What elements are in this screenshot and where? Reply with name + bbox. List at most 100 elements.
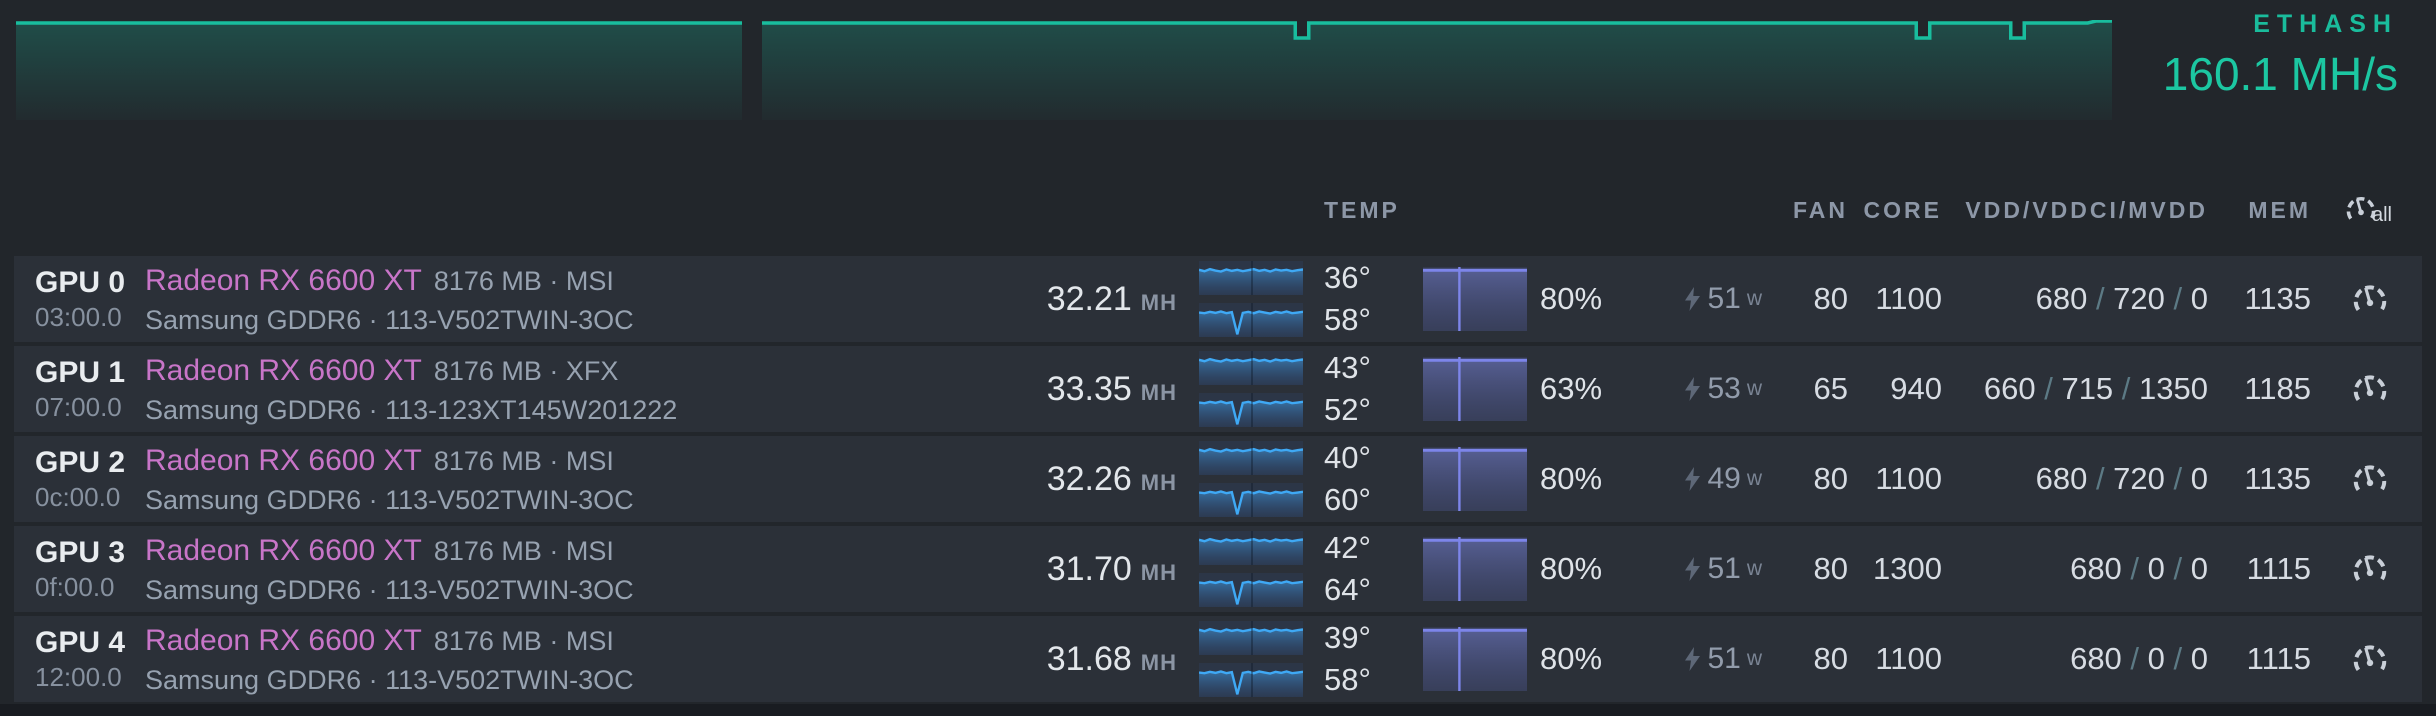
fan-sparkline bbox=[1423, 627, 1527, 691]
temp-mem-sparkline bbox=[1199, 573, 1303, 607]
oc-gauge-cell bbox=[2311, 282, 2402, 316]
column-header-mem: MEM bbox=[2248, 197, 2311, 223]
algo-label: ETHASH bbox=[2253, 10, 2398, 38]
column-header-vdd: VDD/VDDCI/MVDD bbox=[1965, 197, 2208, 223]
gpu-model-block: Radeon RX 6600 XT 8176 MB · XFX Samsung G… bbox=[145, 353, 1007, 426]
gpu-bus-address: 0c:00.0 bbox=[35, 482, 121, 512]
gpu-row[interactable]: GPU 2 0c:00.0 Radeon RX 6600 XT 8176 MB ·… bbox=[14, 436, 2422, 522]
total-hashrate-value: 160.1 MH/s bbox=[2162, 48, 2398, 100]
gpu-id: GPU 4 bbox=[35, 626, 126, 659]
hashrate-unit: MH bbox=[1140, 469, 1177, 495]
temp-values: 40° 60° bbox=[1303, 439, 1409, 519]
gpu-row[interactable]: GPU 0 03:00.0 Radeon RX 6600 XT 8176 MB ·… bbox=[14, 256, 2422, 342]
temp-mem-sparkline bbox=[1199, 483, 1303, 517]
vdd-values: 660 / 715 / 1350 bbox=[1983, 371, 2208, 406]
core-clock-value: 940 bbox=[1890, 371, 1942, 406]
power-value: 49 bbox=[1707, 462, 1741, 495]
temp-sparklines bbox=[1177, 261, 1303, 337]
oc-gauge-icon[interactable] bbox=[2350, 642, 2390, 676]
gpu-id: GPU 3 bbox=[35, 536, 126, 569]
fan-setting-value: 80 bbox=[1813, 461, 1848, 496]
temp-core-sparkline bbox=[1199, 621, 1303, 655]
oc-gauge-cell bbox=[2311, 372, 2402, 406]
column-header-core: CORE bbox=[1863, 197, 1942, 223]
gpu-hashrate: 32.26 MH bbox=[1007, 460, 1177, 499]
temp-sparklines bbox=[1177, 351, 1303, 427]
core-clock-value: 1100 bbox=[1875, 461, 1942, 496]
power-draw: 49 w bbox=[1630, 462, 1790, 496]
fan-sparkline-cell bbox=[1409, 537, 1527, 601]
gpu-memory-brand: 8176 MB · MSI bbox=[433, 445, 614, 476]
fan-percent: 80% bbox=[1540, 281, 1603, 316]
oc-gauge-icon[interactable] bbox=[2350, 552, 2390, 586]
fan-sparkline-cell bbox=[1409, 267, 1527, 331]
oc-gauge-cell bbox=[2311, 552, 2402, 586]
gpu-memory-brand: 8176 MB · MSI bbox=[433, 265, 614, 296]
temp-mem-value: 58° bbox=[1324, 662, 1371, 697]
gpu-memory-detail: Samsung GDDR6 · 113-123XT145W201222 bbox=[145, 394, 678, 425]
gpu-memory-detail: Samsung GDDR6 · 113-V502TWIN-3OC bbox=[145, 484, 634, 515]
gpu-memory-brand: 8176 MB · MSI bbox=[433, 625, 614, 656]
gpu-id: GPU 0 bbox=[35, 266, 126, 299]
power-unit: w bbox=[1746, 467, 1762, 490]
hashrate-unit: MH bbox=[1140, 379, 1177, 405]
hashrate-value: 32.26 bbox=[1046, 459, 1132, 498]
temp-sparklines bbox=[1177, 441, 1303, 517]
gpu-model-link[interactable]: Radeon RX 6600 XT bbox=[145, 623, 422, 657]
power-draw: 51 w bbox=[1630, 642, 1790, 676]
power-bolt-icon bbox=[1685, 377, 1701, 401]
gpu-table-body: GPU 0 03:00.0 Radeon RX 6600 XT 8176 MB ·… bbox=[0, 256, 2436, 702]
temp-core-value: 40° bbox=[1324, 440, 1371, 475]
gpu-model-block: Radeon RX 6600 XT 8176 MB · MSI Samsung G… bbox=[145, 533, 1007, 606]
gauge-all-label: all bbox=[2371, 204, 2392, 226]
gpu-id-block: GPU 1 07:00.0 bbox=[35, 355, 145, 423]
temp-sparklines bbox=[1177, 621, 1303, 697]
power-bolt-icon bbox=[1685, 557, 1701, 581]
temp-core-value: 36° bbox=[1324, 260, 1371, 295]
temp-core-sparkline bbox=[1199, 261, 1303, 295]
power-bolt-icon bbox=[1685, 647, 1701, 671]
gpu-id-block: GPU 3 0f:00.0 bbox=[35, 535, 145, 603]
oc-all-button[interactable]: all bbox=[2311, 194, 2402, 226]
gpu-memory-brand: 8176 MB · XFX bbox=[433, 355, 619, 386]
mem-clock-value: 1185 bbox=[2244, 371, 2311, 406]
power-unit: w bbox=[1746, 557, 1762, 580]
oc-gauge-icon[interactable] bbox=[2350, 282, 2390, 316]
power-unit: w bbox=[1746, 647, 1762, 670]
gpu-model-link[interactable]: Radeon RX 6600 XT bbox=[145, 533, 422, 567]
gpu-id-block: GPU 4 12:00.0 bbox=[35, 625, 145, 693]
vdd-values: 680 / 720 / 0 bbox=[2035, 281, 2208, 316]
oc-gauge-icon[interactable] bbox=[2350, 372, 2390, 406]
hashrate-value: 31.70 bbox=[1046, 549, 1132, 588]
temp-values: 42° 64° bbox=[1303, 529, 1409, 609]
hashrate-sparkline-left bbox=[16, 20, 742, 120]
temp-mem-sparkline bbox=[1199, 663, 1303, 697]
gpu-row[interactable]: GPU 1 07:00.0 Radeon RX 6600 XT 8176 MB ·… bbox=[14, 346, 2422, 432]
gpu-model-link[interactable]: Radeon RX 6600 XT bbox=[145, 443, 422, 477]
gpu-model-link[interactable]: Radeon RX 6600 XT bbox=[145, 353, 422, 387]
core-clock-value: 1300 bbox=[1873, 551, 1942, 586]
gpu-row[interactable]: GPU 4 12:00.0 Radeon RX 6600 XT 8176 MB ·… bbox=[14, 616, 2422, 702]
gpu-row[interactable]: GPU 3 0f:00.0 Radeon RX 6600 XT 8176 MB ·… bbox=[14, 526, 2422, 612]
power-value: 51 bbox=[1707, 282, 1741, 315]
temp-mem-value: 52° bbox=[1324, 392, 1371, 427]
power-bolt-icon bbox=[1685, 287, 1701, 311]
temp-mem-sparkline bbox=[1199, 393, 1303, 427]
gpu-memory-detail: Samsung GDDR6 · 113-V502TWIN-3OC bbox=[145, 664, 634, 695]
hashrate-value: 32.21 bbox=[1046, 279, 1132, 318]
fan-setting-value: 80 bbox=[1813, 551, 1848, 586]
table-header: TEMP FAN CORE VDD/VDDCI/MVDD MEM all bbox=[14, 180, 2422, 232]
power-draw: 53 w bbox=[1630, 372, 1790, 406]
gpu-hashrate: 31.70 MH bbox=[1007, 550, 1177, 589]
mem-clock-value: 1115 bbox=[2246, 551, 2311, 586]
temp-sparklines bbox=[1177, 531, 1303, 607]
column-header-temp: TEMP bbox=[1324, 197, 1400, 223]
hashrate-sparkline-right bbox=[762, 20, 2112, 120]
temp-mem-value: 60° bbox=[1324, 482, 1371, 517]
gpu-memory-detail: Samsung GDDR6 · 113-V502TWIN-3OC bbox=[145, 304, 634, 335]
oc-gauge-icon[interactable] bbox=[2350, 462, 2390, 496]
gpu-model-link[interactable]: Radeon RX 6600 XT bbox=[145, 263, 422, 297]
gpu-bus-address: 0f:00.0 bbox=[35, 572, 115, 602]
fan-percent: 80% bbox=[1540, 551, 1603, 586]
power-bolt-icon bbox=[1685, 467, 1701, 491]
